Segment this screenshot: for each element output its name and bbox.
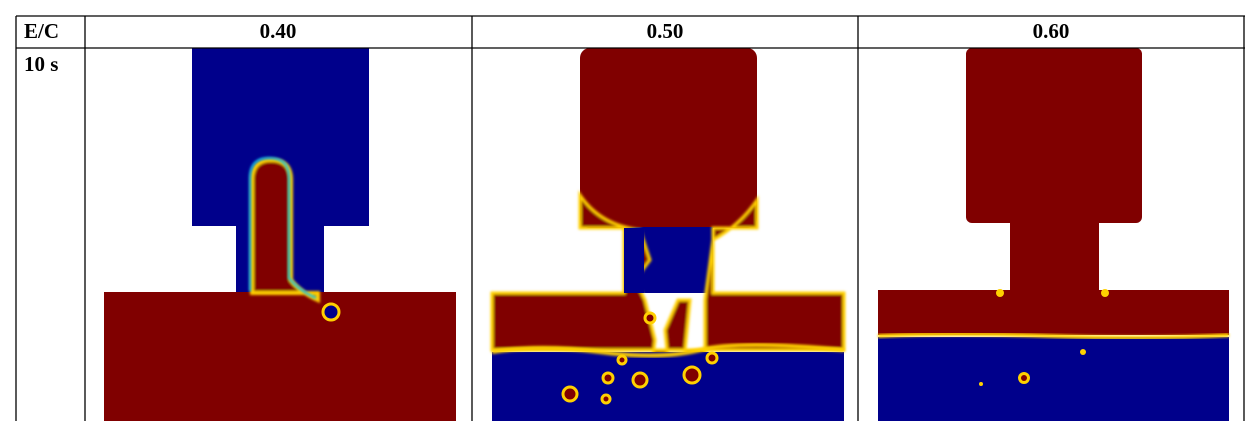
simulation-panel — [877, 48, 1230, 421]
row-label: 10 s — [24, 52, 58, 76]
simulation-panel — [104, 48, 456, 421]
header-cell: 0.50 — [647, 19, 684, 43]
header-cell: 0.40 — [260, 19, 297, 43]
header-cell: E/C — [24, 19, 59, 43]
header-cell: 0.60 — [1033, 19, 1070, 43]
table-grid — [15, 15, 1245, 421]
simulation-panel — [490, 48, 846, 421]
